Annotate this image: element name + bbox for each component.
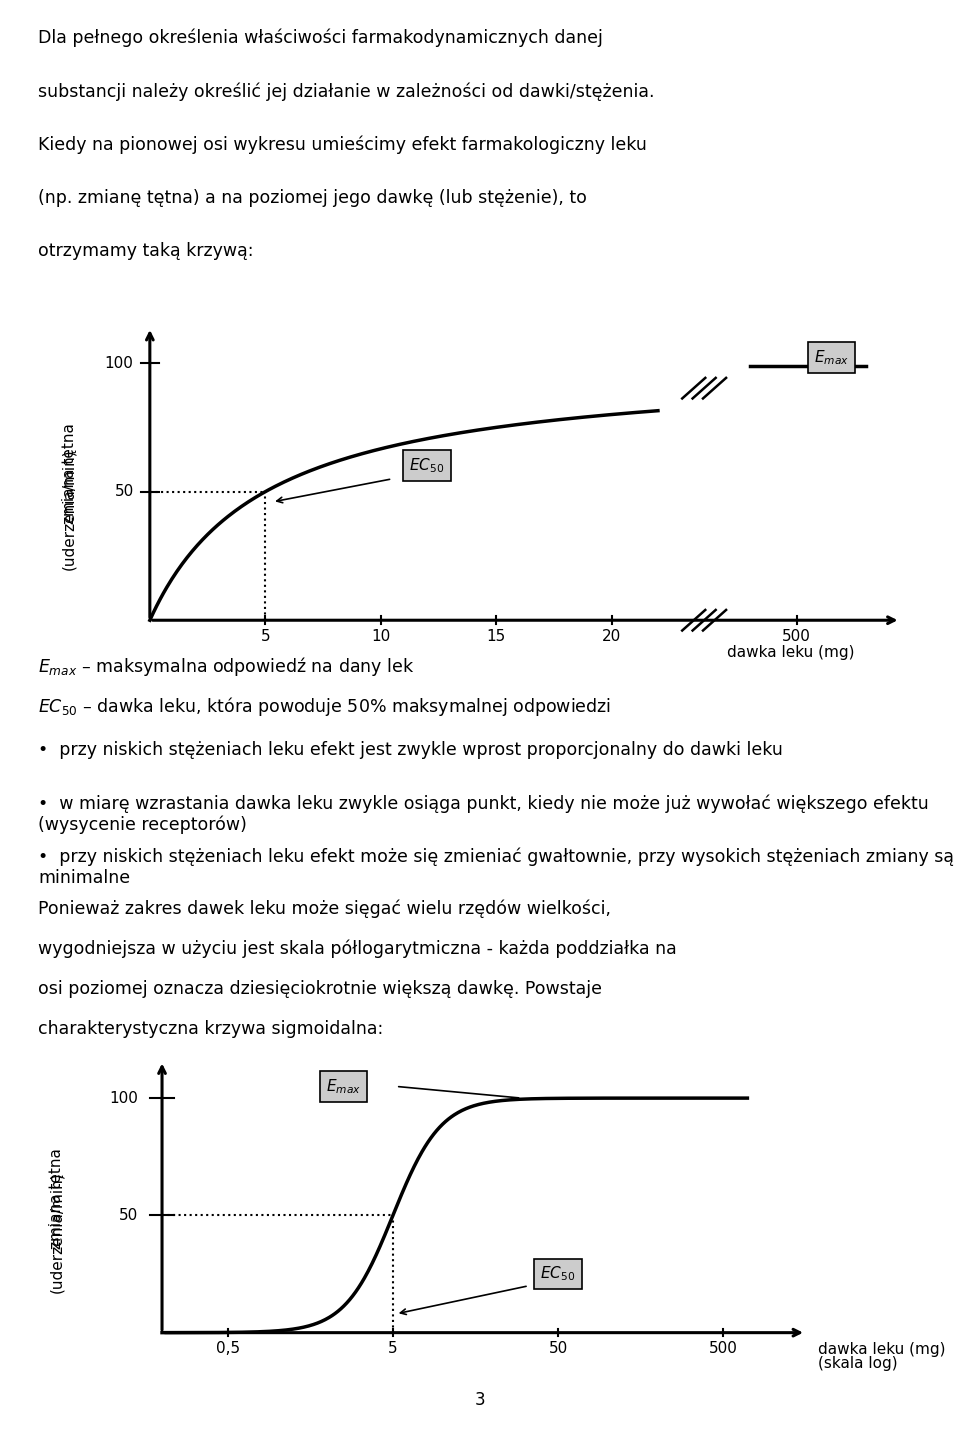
Text: zmiana tętna: zmiana tętna: [61, 423, 77, 524]
Text: 0,5: 0,5: [216, 1341, 240, 1356]
Text: 100: 100: [105, 356, 133, 370]
Text: 50: 50: [119, 1208, 138, 1223]
Text: 50: 50: [548, 1341, 567, 1356]
Text: wygodniejsza w użyciu jest skala półlogarytmiczna - każda poddziałka na: wygodniejsza w użyciu jest skala półloga…: [38, 939, 677, 958]
Text: 3: 3: [474, 1391, 486, 1410]
Text: 100: 100: [109, 1090, 138, 1106]
Text: (uderzenia/min): (uderzenia/min): [61, 449, 77, 570]
Text: •  w miarę wzrastania dawka leku zwykle osiąga punkt, kiedy nie może już wywołać: • w miarę wzrastania dawka leku zwykle o…: [38, 795, 929, 834]
Text: (skala log): (skala log): [818, 1356, 898, 1371]
Text: 10: 10: [372, 629, 391, 644]
Text: zmiana tętna: zmiana tętna: [49, 1149, 64, 1250]
Text: 500: 500: [782, 629, 811, 644]
Text: 50: 50: [114, 484, 133, 500]
Text: (np. zmianę tętna) a na poziomej jego dawkę (lub stężenie), to: (np. zmianę tętna) a na poziomej jego da…: [38, 189, 588, 207]
Text: 5: 5: [388, 1341, 397, 1356]
Text: $EC_{50}$: $EC_{50}$: [409, 456, 444, 475]
Text: •  przy niskich stężeniach leku efekt może się zmieniać gwałtownie, przy wysokic: • przy niskich stężeniach leku efekt moż…: [38, 848, 954, 887]
Text: 20: 20: [602, 629, 621, 644]
Text: dawka leku (mg): dawka leku (mg): [818, 1342, 946, 1356]
Text: 5: 5: [260, 629, 270, 644]
Text: charakterystyczna krzywa sigmoidalna:: charakterystyczna krzywa sigmoidalna:: [38, 1020, 384, 1038]
Text: $E_{max}$: $E_{max}$: [814, 348, 849, 367]
Text: (uderzenia/min): (uderzenia/min): [49, 1171, 64, 1293]
Text: •  przy niskich stężeniach leku efekt jest zwykle wprost proporcjonalny do dawki: • przy niskich stężeniach leku efekt jes…: [38, 742, 783, 759]
Text: $EC_{50}$ – dawka leku, która powoduje 50% maksymalnej odpowiedzi: $EC_{50}$ – dawka leku, która powoduje 5…: [38, 696, 612, 719]
Text: Ponieważ zakres dawek leku może sięgać wielu rzędów wielkości,: Ponieważ zakres dawek leku może sięgać w…: [38, 900, 612, 917]
Text: dawka leku (mg): dawka leku (mg): [727, 645, 854, 660]
Text: osi poziomej oznacza dziesięciokrotnie większą dawkę. Powstaje: osi poziomej oznacza dziesięciokrotnie w…: [38, 979, 603, 998]
Text: $E_{max}$ – maksymalna odpowiedź na dany lek: $E_{max}$ – maksymalna odpowiedź na dany…: [38, 655, 415, 678]
Text: Dla pełnego określenia właściwości farmakodynamicznych danej: Dla pełnego określenia właściwości farma…: [38, 29, 603, 48]
Text: $EC_{50}$: $EC_{50}$: [540, 1264, 576, 1283]
Text: 500: 500: [708, 1341, 737, 1356]
Text: Kiedy na pionowej osi wykresu umieścimy efekt farmakologiczny leku: Kiedy na pionowej osi wykresu umieścimy …: [38, 135, 647, 154]
Text: substancji należy określić jej działanie w zależności od dawki/stężenia.: substancji należy określić jej działanie…: [38, 82, 655, 101]
Text: 15: 15: [487, 629, 506, 644]
Text: otrzymamy taką krzywą:: otrzymamy taką krzywą:: [38, 242, 253, 259]
Text: $E_{max}$: $E_{max}$: [325, 1077, 361, 1096]
